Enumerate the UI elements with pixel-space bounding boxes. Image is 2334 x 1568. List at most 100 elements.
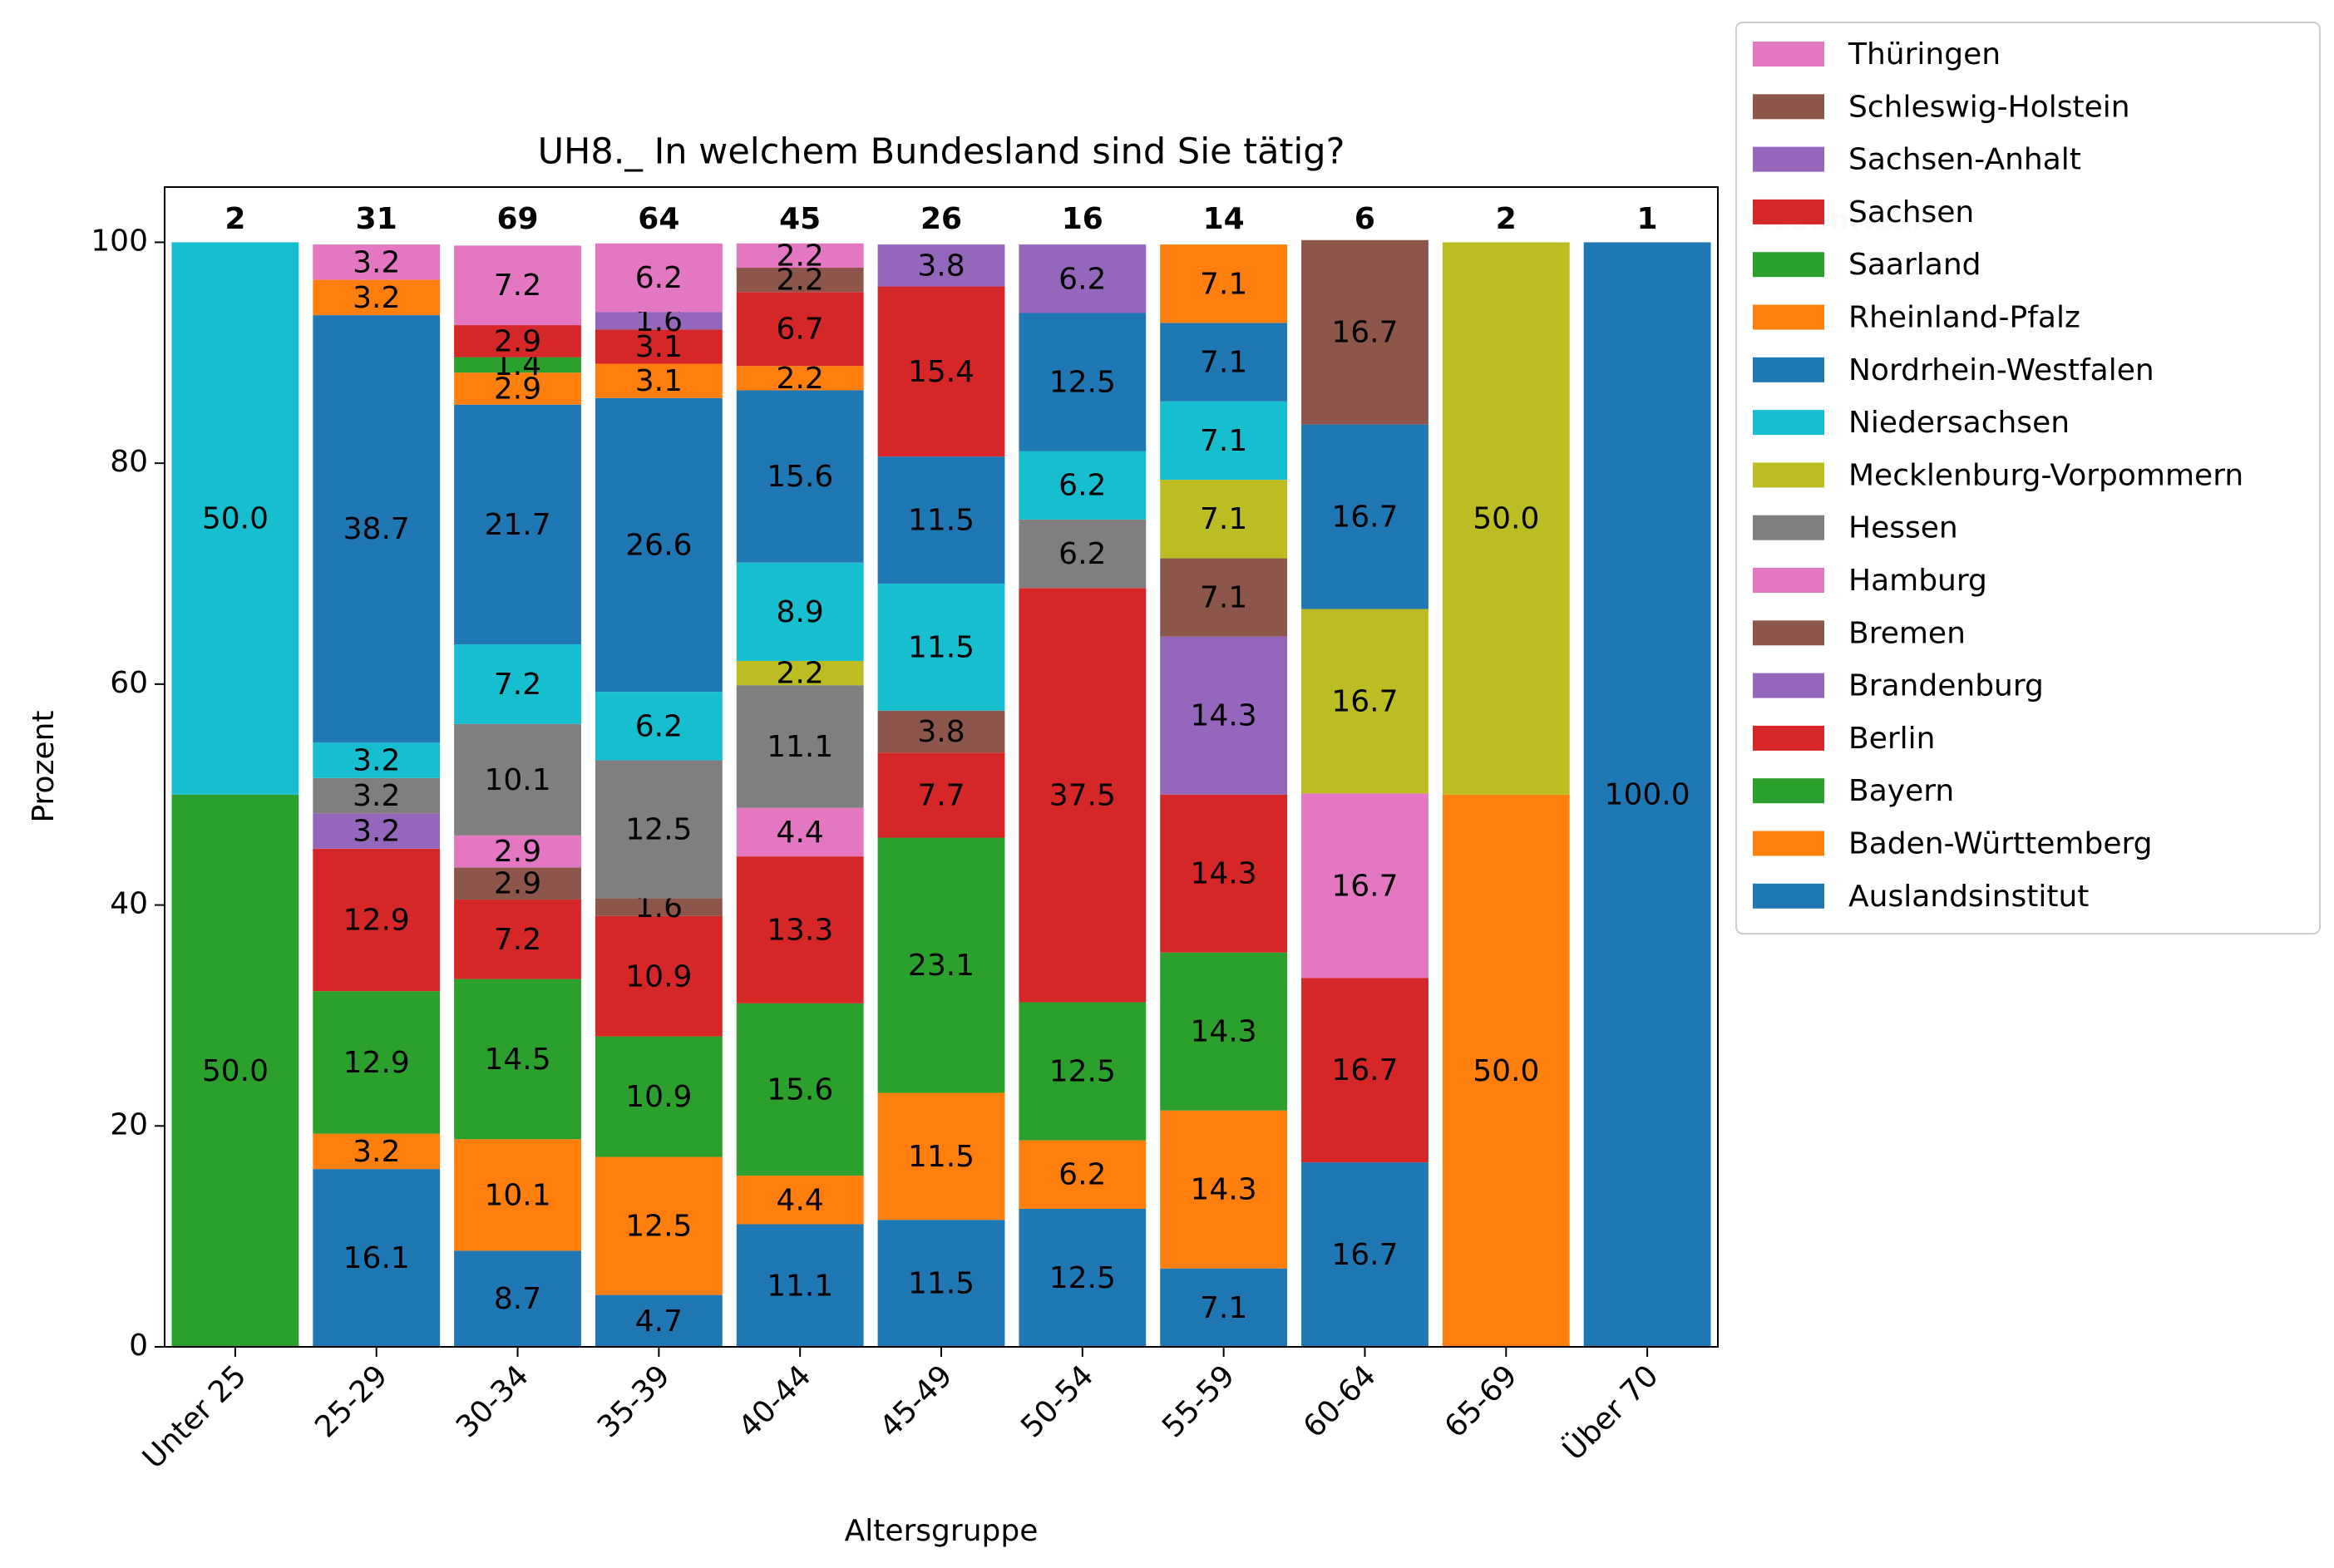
bar-segment xyxy=(1160,480,1288,559)
bar-segment xyxy=(171,242,299,795)
bar-segment xyxy=(595,915,723,1037)
bar-segment xyxy=(1301,609,1429,794)
value-label: 4.4 xyxy=(777,816,824,850)
value-label: 12.5 xyxy=(625,1210,692,1244)
legend-label: Schleswig-Holstein xyxy=(1848,90,2130,124)
value-label: 6.2 xyxy=(635,261,683,295)
legend-swatch xyxy=(1753,94,1824,120)
bar-segment xyxy=(877,752,1005,838)
legend-swatch xyxy=(1753,357,1824,382)
value-label: 2.2 xyxy=(777,239,824,273)
value-label: 37.5 xyxy=(1049,778,1116,812)
bar-segment xyxy=(595,898,723,916)
total-label: 14 xyxy=(1203,202,1245,236)
value-label: 3.2 xyxy=(353,815,400,849)
legend-label: Auslandsinstitut xyxy=(1848,880,2089,914)
value-label: 16.7 xyxy=(1331,684,1398,718)
value-label: 16.7 xyxy=(1331,1238,1398,1272)
bar-segment xyxy=(1019,1208,1147,1347)
bar-segment xyxy=(595,1294,723,1347)
legend-swatch xyxy=(1753,410,1824,436)
value-label: 7.1 xyxy=(1200,267,1247,301)
bar-segment xyxy=(313,1169,441,1347)
bar-segment xyxy=(1301,1162,1429,1347)
value-label: 12.5 xyxy=(625,813,692,847)
legend-swatch xyxy=(1753,620,1824,646)
bar-segment xyxy=(736,1176,864,1225)
value-label: 3.2 xyxy=(353,281,400,315)
bar-segment xyxy=(1160,244,1288,323)
bar-segment xyxy=(736,807,864,857)
legend-label: Rheinland-Pfalz xyxy=(1848,301,2080,335)
bar-segment xyxy=(1301,793,1429,979)
bar-segment xyxy=(877,286,1005,457)
value-label: 11.1 xyxy=(767,1269,833,1303)
legend-swatch xyxy=(1753,42,1824,67)
value-label: 6.2 xyxy=(635,709,683,743)
y-tick-label: 60 xyxy=(110,666,148,700)
legend-label: Berlin xyxy=(1848,722,1935,756)
value-label: 2.9 xyxy=(494,835,541,869)
bar-segment xyxy=(595,363,723,398)
legend-swatch xyxy=(1753,515,1824,540)
value-label: 2.9 xyxy=(494,867,541,901)
legend-swatch xyxy=(1753,883,1824,909)
bar-segment xyxy=(877,1220,1005,1347)
value-label: 21.7 xyxy=(484,508,550,542)
value-label: 6.2 xyxy=(1058,1158,1106,1192)
bar-segment xyxy=(736,660,864,686)
value-label: 2.9 xyxy=(494,372,541,406)
value-label: 10.1 xyxy=(484,1178,550,1212)
bar-segment xyxy=(454,899,581,979)
legend-label: Bremen xyxy=(1848,616,1966,650)
total-label: 31 xyxy=(356,202,397,236)
bar-segment xyxy=(313,813,441,849)
bar-segment xyxy=(595,760,723,899)
value-label: 100.0 xyxy=(1605,778,1690,812)
legend-swatch xyxy=(1753,252,1824,278)
legend-label: Mecklenburg-Vorpommern xyxy=(1848,458,2243,492)
y-tick-label: 20 xyxy=(110,1107,148,1141)
value-label: 16.7 xyxy=(1331,1053,1398,1087)
value-label: 11.1 xyxy=(767,730,833,764)
bar-segment xyxy=(595,692,723,761)
value-label: 50.0 xyxy=(202,1054,269,1088)
legend-label: Sachsen-Anhalt xyxy=(1848,143,2081,177)
legend-label: Hamburg xyxy=(1848,564,1987,598)
bar-segment xyxy=(595,243,723,313)
bar-segment xyxy=(1583,242,1711,1347)
bar-segment xyxy=(1160,558,1288,637)
bar-segment xyxy=(454,1250,581,1347)
chart-title: UH8._ In welchem Bundesland sind Sie tät… xyxy=(538,131,1345,173)
total-label: 16 xyxy=(1062,202,1103,236)
plot-frame xyxy=(164,186,1719,1348)
bar-segment xyxy=(595,1036,723,1157)
bar-segment xyxy=(1301,239,1429,425)
value-label: 16.7 xyxy=(1331,500,1398,535)
bar-segment xyxy=(736,267,864,293)
value-label: 26.6 xyxy=(625,528,692,562)
value-label: 8.7 xyxy=(494,1282,541,1316)
value-label: 13.3 xyxy=(767,913,833,947)
bar-segment xyxy=(736,292,864,367)
legend-swatch xyxy=(1753,673,1824,698)
bar-segment xyxy=(454,357,581,373)
value-label: 6.2 xyxy=(1058,469,1106,503)
value-label: 38.7 xyxy=(343,512,410,546)
value-label: 10.9 xyxy=(625,959,692,994)
x-axis-label: Altersgruppe xyxy=(845,1514,1039,1548)
bar-segment xyxy=(1160,794,1288,953)
bar-segment xyxy=(454,867,581,900)
value-label: 7.1 xyxy=(1200,1291,1247,1325)
value-label: 14.3 xyxy=(1191,699,1257,733)
bar-segment xyxy=(1160,323,1288,402)
bar-segment xyxy=(736,366,864,391)
value-label: 12.5 xyxy=(1049,1055,1116,1089)
value-label: 15.6 xyxy=(767,1072,833,1107)
value-label: 12.9 xyxy=(343,904,410,938)
bar-segment xyxy=(1160,1268,1288,1347)
value-label: 10.9 xyxy=(625,1080,692,1114)
value-label: 15.6 xyxy=(767,460,833,494)
value-label: 7.2 xyxy=(494,668,541,702)
